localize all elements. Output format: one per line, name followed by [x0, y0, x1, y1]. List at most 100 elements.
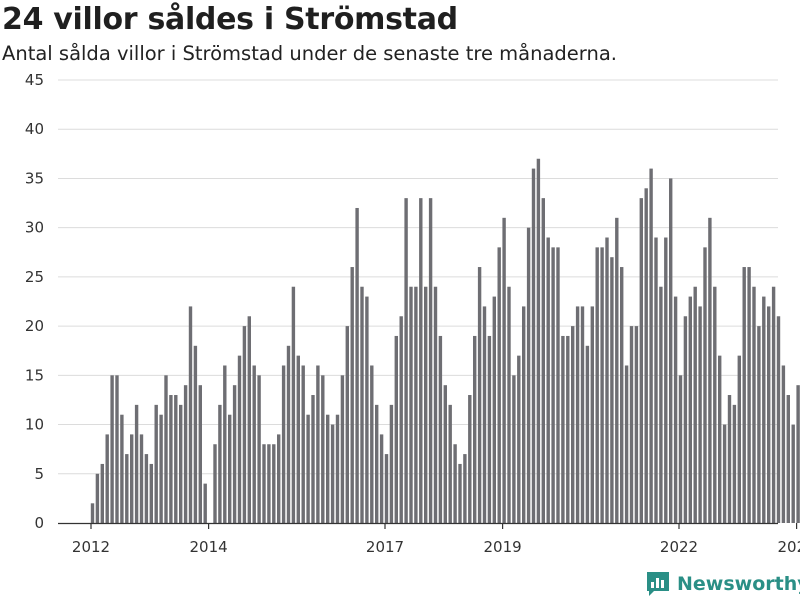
bar [473, 335, 477, 523]
bar [414, 286, 418, 523]
bar [232, 385, 237, 523]
bar-chart-logo-icon [647, 572, 669, 596]
bar [644, 188, 648, 524]
y-tick-label: 10 [25, 416, 44, 434]
bar [291, 286, 296, 523]
bar [267, 444, 271, 523]
bar [566, 335, 570, 523]
bar [301, 365, 305, 523]
bar [620, 267, 624, 523]
bar [678, 375, 683, 523]
brand-name: Newsworthy [677, 573, 800, 595]
bar [762, 296, 766, 523]
bar [355, 207, 359, 523]
bar [433, 286, 438, 523]
bar [605, 237, 609, 523]
bar [223, 365, 227, 523]
bar [110, 375, 114, 523]
bar [296, 355, 300, 523]
bar [585, 345, 590, 523]
bar [786, 395, 790, 523]
bar [575, 306, 580, 523]
bar [169, 395, 173, 523]
bar [487, 335, 492, 523]
bar [428, 198, 433, 523]
bar [708, 217, 712, 524]
bar [193, 345, 198, 523]
bar [237, 355, 242, 523]
bar [522, 306, 526, 523]
bar [693, 286, 697, 523]
bar [512, 375, 516, 523]
bar [732, 404, 737, 523]
bar [737, 355, 741, 523]
bar [90, 503, 95, 523]
bar [561, 335, 565, 523]
bar [610, 257, 614, 523]
x-tick-label: 2012 [72, 538, 110, 556]
bar [120, 414, 124, 523]
bar [306, 414, 310, 523]
bar [458, 463, 462, 523]
bar [727, 395, 732, 523]
bar [556, 247, 560, 523]
bar [100, 463, 104, 523]
bar [536, 158, 541, 523]
bar [600, 247, 604, 523]
x-tick-label: 2017 [366, 538, 404, 556]
bar [350, 267, 354, 523]
labels: 0 5 10 15 20 25 30 35 40 45 2012 2014 2017 2019 2022 20… [25, 71, 800, 556]
bar [463, 454, 467, 523]
bar [125, 454, 129, 523]
bar [404, 198, 408, 523]
y-tick-label: 25 [25, 268, 44, 286]
bar [771, 286, 776, 523]
bar [316, 365, 320, 523]
bar [776, 316, 781, 523]
bar [438, 335, 443, 523]
bar [673, 296, 678, 523]
bar [164, 375, 168, 523]
bar [757, 326, 761, 523]
bar [424, 286, 428, 523]
bar [311, 395, 315, 523]
bar [330, 424, 335, 523]
bar [477, 267, 482, 523]
bar [203, 483, 207, 523]
bar [624, 365, 629, 523]
bar [453, 444, 457, 523]
bar [360, 286, 364, 523]
bar [139, 434, 144, 523]
x-tick-label: 2022 [660, 538, 698, 556]
bar [497, 247, 501, 523]
bar [188, 306, 193, 523]
bar [664, 237, 668, 523]
bar [389, 404, 394, 523]
bar [375, 404, 379, 523]
bar [326, 414, 330, 523]
bar [257, 375, 261, 523]
y-tick-label: 35 [25, 169, 44, 187]
bar [649, 168, 653, 523]
bar [639, 198, 643, 523]
bar [144, 454, 149, 523]
bar [130, 434, 134, 523]
bar [688, 296, 692, 523]
y-tick-label: 5 [34, 465, 44, 483]
y-tick-label: 20 [25, 317, 44, 335]
bar [262, 444, 266, 523]
bar [183, 385, 188, 523]
bar [335, 414, 340, 523]
bar [247, 316, 251, 523]
bar [370, 365, 374, 523]
bar [698, 306, 702, 523]
bar [796, 385, 800, 523]
bar [722, 424, 727, 523]
bar [468, 395, 472, 523]
bar [590, 306, 594, 523]
bar [659, 286, 663, 523]
bar [531, 168, 536, 523]
y-tick-label: 15 [25, 366, 44, 384]
bar [228, 414, 232, 523]
chart-subtitle: Antal sålda villor i Strömstad under de … [2, 42, 617, 65]
